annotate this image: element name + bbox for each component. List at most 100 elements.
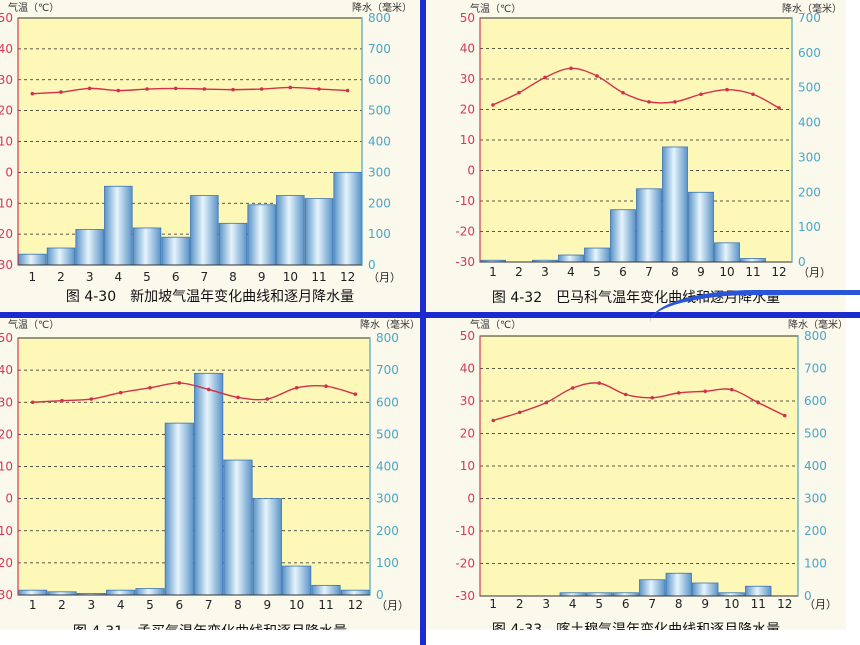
temp-tick-label: -10 <box>0 524 13 538</box>
month-label: 7 <box>201 270 209 284</box>
month-label: 7 <box>205 598 213 612</box>
chart-svg-singapore: 50403020100-10-20-3080070060050040030020… <box>0 1 412 305</box>
temp-tick-label: 10 <box>460 133 475 147</box>
temp-tick-label: -20 <box>455 225 475 239</box>
precip-bar <box>247 204 276 266</box>
temp-point <box>570 386 575 390</box>
temp-curve <box>492 67 780 109</box>
month-label: 3 <box>88 598 96 612</box>
temp-point <box>345 88 350 93</box>
precip-tick-label: 800 <box>376 331 399 345</box>
month-label: 5 <box>146 598 154 612</box>
precip-bar <box>745 585 772 597</box>
temp-tick-label: -10 <box>455 524 475 538</box>
temp-point <box>621 90 625 95</box>
precip-tick-label: 400 <box>798 116 821 130</box>
month-label: 10 <box>719 265 734 279</box>
temp-tick-label: -30 <box>0 588 13 602</box>
temp-tick-label: 40 <box>0 42 13 56</box>
temp-tick-label: 50 <box>0 11 13 25</box>
temp-point <box>544 400 549 405</box>
month-unit-label: （月） <box>376 599 409 612</box>
precip-tick-label: 100 <box>368 227 391 241</box>
month-label: 11 <box>745 265 760 279</box>
precip-tick-label: 100 <box>804 557 827 571</box>
month-label: 6 <box>622 597 630 611</box>
temp-tick-label: 0 <box>467 164 475 178</box>
month-label: 11 <box>318 598 333 612</box>
temp-tick-label: 30 <box>0 73 13 87</box>
precip-bar <box>218 222 248 266</box>
temp-tick-label: 50 <box>0 331 13 345</box>
chart-panel-singapore: 50403020100-10-20-3080070060050040030020… <box>0 0 420 312</box>
precip-tick-label: 400 <box>376 460 399 474</box>
precip-bar <box>584 247 610 263</box>
temp-tick-label: 10 <box>460 459 475 473</box>
temp-tick-label: 10 <box>0 135 13 149</box>
chart-title: 图 4-31 孟买气温年变化曲线和逐月降水量 <box>73 624 347 630</box>
month-label: 10 <box>283 270 298 284</box>
temp-tick-label: 30 <box>0 395 13 409</box>
precip-bar <box>662 146 688 263</box>
precip-bar <box>18 589 48 596</box>
precip-bar <box>223 459 253 596</box>
precip-axis-label: 降水（毫米） <box>352 1 412 14</box>
temp-curve <box>32 382 356 403</box>
month-label: 2 <box>516 597 524 611</box>
month-label: 2 <box>515 265 523 279</box>
temp-point <box>729 387 734 392</box>
month-label: 2 <box>57 270 65 284</box>
temp-point <box>703 389 708 394</box>
precip-bar <box>75 229 104 266</box>
month-label: 4 <box>117 598 125 612</box>
month-unit-label: （月） <box>804 598 837 611</box>
temp-point <box>647 100 651 104</box>
precip-bar <box>106 589 136 596</box>
precip-bar <box>340 589 370 596</box>
month-label: 8 <box>671 265 679 279</box>
precip-bar <box>740 258 766 263</box>
month-label: 8 <box>675 597 683 611</box>
temp-tick-label: -10 <box>0 196 13 210</box>
precip-tick-label: 700 <box>368 42 391 56</box>
temp-point <box>145 87 149 91</box>
precip-tick-label: 300 <box>368 165 391 179</box>
precip-tick-label: 400 <box>804 459 827 473</box>
chart-svg-mumbai: 50403020100-10-20-3080070060050040030020… <box>0 318 420 630</box>
precip-bar <box>636 188 662 263</box>
temp-point <box>623 392 628 397</box>
precip-tick-label: 0 <box>376 588 384 602</box>
chart-title: 图 4-30 新加坡气温年变化曲线和逐月降水量 <box>66 289 354 305</box>
precip-bar <box>46 247 76 266</box>
month-label: 6 <box>619 265 627 279</box>
temp-tick-label: -20 <box>0 556 13 570</box>
month-label: 12 <box>771 265 786 279</box>
temp-tick-label: 50 <box>460 329 475 343</box>
temp-point <box>60 398 64 403</box>
month-label: 2 <box>58 598 66 612</box>
precip-bar <box>161 236 190 266</box>
temp-point <box>177 381 182 385</box>
precip-bar <box>639 579 666 597</box>
temp-tick-label: -30 <box>455 255 475 269</box>
month-label: 4 <box>567 265 575 279</box>
precip-bar <box>194 372 224 596</box>
precip-bar <box>311 584 341 596</box>
temp-tick-label: 10 <box>0 460 13 474</box>
precip-tick-label: 200 <box>368 196 391 210</box>
temp-point <box>517 90 521 95</box>
temp-point <box>87 86 92 91</box>
temp-point <box>597 381 602 385</box>
precip-tick-label: 600 <box>798 46 821 60</box>
chart-title: 图 4-33 喀土穆气温年变化曲线和逐月降水量 <box>492 622 780 630</box>
temp-point <box>650 395 655 400</box>
month-label: 3 <box>86 270 94 284</box>
chart-panel-bamako: 50 40 30 20 10 0 -10 -20 -30 700 600 500 400 300 200 10… <box>426 0 846 312</box>
chart-panel-mumbai: 50403020100-10-20-3080070060050040030020… <box>0 318 420 630</box>
temp-point <box>265 397 270 401</box>
month-label: 12 <box>340 270 355 284</box>
month-label: 12 <box>777 597 792 611</box>
temp-tick-label: 50 <box>460 11 475 25</box>
precip-tick-label: 400 <box>368 135 391 149</box>
precip-bar <box>135 588 165 596</box>
